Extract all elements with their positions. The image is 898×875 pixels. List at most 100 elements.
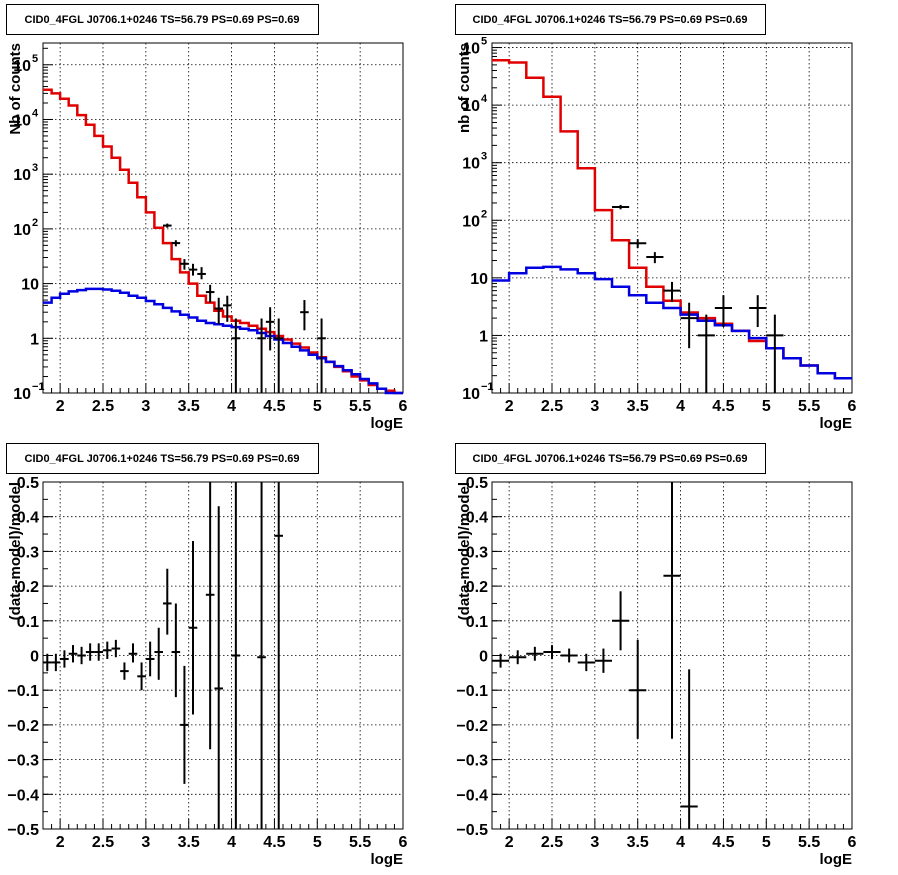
y-tick-label: 10 [462,156,480,173]
y-tick-exponent: 2 [32,217,38,229]
y-tick-label: −0.5 [7,822,39,839]
data-point [680,302,698,349]
data-point [257,318,266,393]
y-tick-exponent: −1 [32,381,45,393]
data-point [526,646,544,661]
y-tick-label: 10 [21,277,39,294]
chart-title: CID0_4FGL J0706.1+0246 TS=56.79 PS=0.69 … [25,14,300,26]
data-point [171,603,181,698]
chart-title: CID0_4FGL J0706.1+0246 TS=56.79 PS=0.69 … [473,14,748,26]
data-point [68,645,78,663]
x-tick-label: 5.5 [798,834,820,851]
y-tick-label: 0.5 [466,475,488,492]
x-tick-label: 2.5 [92,834,114,851]
y-tick-label: −0.2 [456,718,488,735]
x-tick-label: 6 [399,834,408,851]
y-tick-label: 0.1 [466,614,488,631]
y-tick-label: 1 [479,328,488,345]
x-axis-title: logE [820,415,853,432]
y-tick-label: 10 [13,58,31,75]
y-tick-label: 0.4 [466,510,488,527]
x-tick-label: 2 [56,834,65,851]
data-point [509,650,527,665]
y-tick-label: 10 [462,41,480,58]
y-axis-title: nb of counts [456,43,473,133]
data-point [543,645,561,659]
y-tick-exponent: −1 [481,381,494,393]
x-tick-label: 4 [227,398,236,415]
data-point [197,267,206,280]
data-point [594,648,612,673]
x-tick-label: 2.5 [92,398,114,415]
y-tick-label: −0.4 [7,787,39,804]
y-tick-label: 0.2 [466,579,488,596]
y-tick-label: −0.2 [7,718,39,735]
y-tick-label: 10 [13,112,31,129]
y-tick-exponent: 2 [481,208,487,220]
x-tick-label: 4.5 [712,834,734,851]
chart-panel-tl: CID0_4FGL J0706.1+0246 TS=56.79 PS=0.69 … [6,4,408,432]
data-point [560,648,578,663]
x-axis-title: logE [371,851,404,868]
data-point [154,627,163,680]
y-tick-label: 0.1 [17,614,39,631]
data-point [577,653,595,672]
y-tick-label: 0.3 [466,544,488,561]
data-point [680,669,698,829]
y-tick-exponent: 3 [32,162,38,174]
data-point [663,482,681,739]
data-point [646,252,664,264]
y-tick-label: 0.5 [17,475,39,492]
x-tick-label: 4.5 [263,398,285,415]
y-axis-title: (data-model)/model [7,482,24,620]
data-point [205,284,215,303]
data-point [205,482,215,750]
x-tick-label: 2 [505,834,514,851]
data-point [317,318,326,393]
data-point [697,314,715,393]
x-tick-label: 3.5 [627,834,649,851]
x-tick-label: 4.5 [263,834,285,851]
data-point [171,240,181,247]
data-point [120,662,129,680]
y-tick-label: 1 [30,331,39,348]
x-tick-label: 3 [141,398,150,415]
x-tick-label: 3.5 [178,834,200,851]
data-point [137,662,146,691]
y-tick-label: 10 [462,98,480,115]
data-point [663,281,681,303]
y-tick-exponent: 4 [32,107,39,119]
data-point [612,204,630,210]
data-point [492,653,510,668]
y-tick-label: −0.4 [456,787,488,804]
data-point [128,643,138,663]
series-step-line [43,287,403,395]
data-point [223,295,232,322]
x-tick-label: 5.5 [349,834,371,851]
chart-panel-bl: CID0_4FGL J0706.1+0246 TS=56.79 PS=0.69 … [6,443,408,868]
grid-lines [43,43,403,393]
data-point [43,653,52,672]
data-point [188,263,198,276]
data-point [163,568,172,635]
y-tick-label: 10 [13,167,31,184]
data-point [77,646,86,665]
data-point [60,650,69,668]
data-point [103,641,112,659]
y-tick-label: −0.3 [456,753,488,770]
x-tick-label: 3.5 [178,398,200,415]
data-point [612,591,630,651]
y-tick-label: 0 [479,649,488,666]
x-tick-label: 3 [590,834,599,851]
data-point [749,295,767,328]
x-tick-label: 4 [676,398,685,415]
chart-title-box [6,443,319,474]
series-step-line [492,59,852,380]
data-point [766,314,784,393]
y-tick-label: −0.3 [7,753,39,770]
y-tick-exponent: 5 [481,36,487,48]
x-tick-label: 5 [313,834,322,851]
y-tick-label: 0 [30,649,39,666]
x-tick-label: 2.5 [541,398,563,415]
